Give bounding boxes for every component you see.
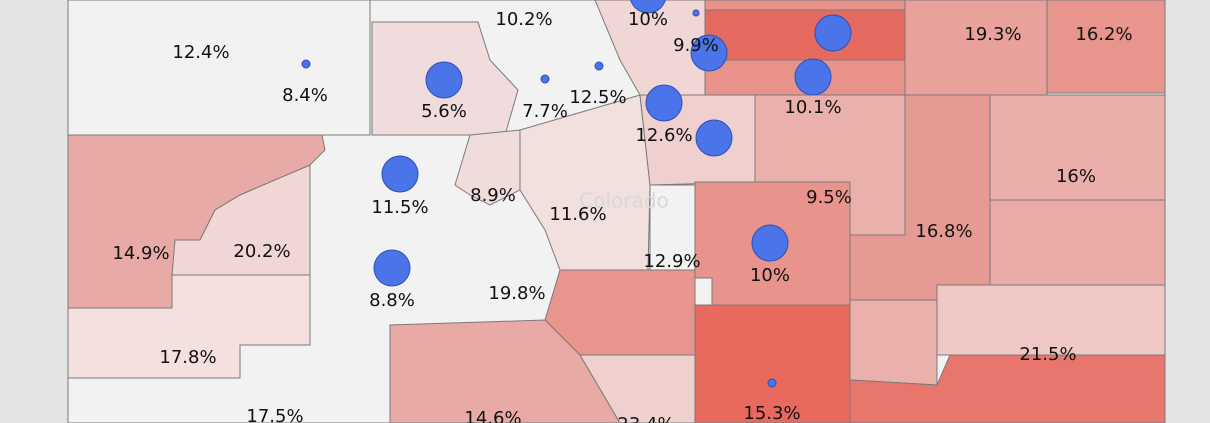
- marker: [645, 84, 683, 122]
- marker: [594, 61, 604, 71]
- county-label: 10%: [628, 9, 668, 30]
- county-label: 20.2%: [233, 241, 290, 262]
- county: [1046, 0, 1166, 94]
- county: [989, 199, 1166, 286]
- marker: [540, 74, 550, 84]
- county-label: 9.5%: [806, 187, 852, 208]
- county-label: 17.5%: [246, 406, 303, 423]
- county-label: 9.9%: [673, 35, 719, 56]
- county: [579, 354, 696, 423]
- marker: [301, 59, 311, 69]
- county: [849, 354, 1166, 423]
- county: [849, 299, 938, 386]
- counties: [67, 0, 1166, 423]
- county-label: 11.6%: [549, 204, 606, 225]
- county-label: 12.5%: [569, 87, 626, 108]
- county-label: 8.8%: [369, 290, 415, 311]
- marker: [373, 249, 411, 287]
- county-label: 15.3%: [743, 403, 800, 423]
- county-label: 16.8%: [915, 221, 972, 242]
- county-label: 10%: [750, 265, 790, 286]
- markers: [301, 0, 852, 388]
- marker: [630, 0, 666, 14]
- county: [904, 0, 1048, 96]
- county-label: 14.9%: [112, 243, 169, 264]
- marker: [794, 58, 832, 96]
- county-label: 12.4%: [172, 42, 229, 63]
- marker: [425, 61, 463, 99]
- county-label: 11.5%: [371, 197, 428, 218]
- county: [67, 274, 311, 379]
- county-label: 8.4%: [282, 85, 328, 106]
- county-label: 12.9%: [643, 251, 700, 272]
- county: [67, 0, 371, 136]
- marker: [695, 119, 733, 157]
- county-label: 7.7%: [522, 101, 568, 122]
- county-label: 10.2%: [495, 9, 552, 30]
- county: [454, 129, 521, 206]
- county-label: 19.3%: [964, 24, 1021, 45]
- county-label: 5.6%: [421, 101, 467, 122]
- marker: [381, 155, 419, 193]
- county-label: 19.8%: [488, 283, 545, 304]
- county: [704, 9, 906, 61]
- marker: [751, 224, 789, 262]
- labels: 10.2% 10% 9.9% 19.3% 16.2% 12.4% 8.4% 5.…: [112, 9, 1132, 423]
- marker: [692, 9, 700, 17]
- marker: [767, 378, 777, 388]
- marker: [814, 14, 852, 52]
- county-label: 8.9%: [470, 185, 516, 206]
- county-label: 14.6%: [464, 408, 521, 423]
- county-label: 16%: [1056, 166, 1096, 187]
- county-label: 10.1%: [784, 97, 841, 118]
- county-label: 21.5%: [1019, 344, 1076, 365]
- county-label: 17.8%: [159, 347, 216, 368]
- county-label: 12.6%: [635, 125, 692, 146]
- watermark: Colorado: [579, 189, 668, 213]
- marker: [690, 34, 728, 72]
- county-label: 16.2%: [1075, 24, 1132, 45]
- county-label: 23.4%: [617, 414, 674, 423]
